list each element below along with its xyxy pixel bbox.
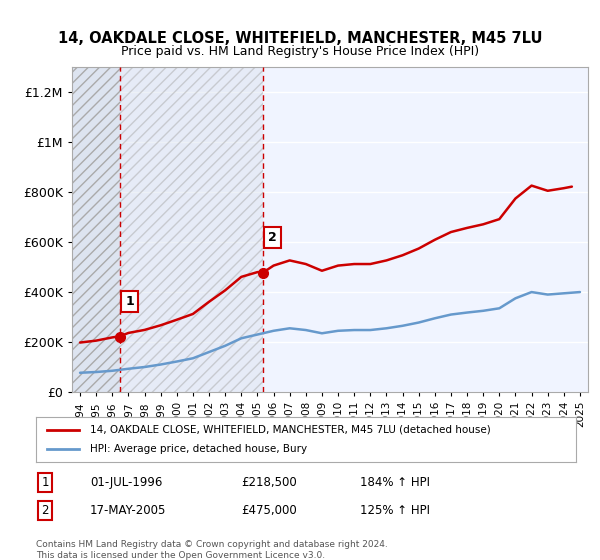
Text: £218,500: £218,500 [241, 476, 297, 489]
Text: 14, OAKDALE CLOSE, WHITEFIELD, MANCHESTER, M45 7LU (detached house): 14, OAKDALE CLOSE, WHITEFIELD, MANCHESTE… [90, 424, 491, 435]
Text: 01-JUL-1996: 01-JUL-1996 [90, 476, 163, 489]
Text: £475,000: £475,000 [241, 504, 297, 517]
Text: 125% ↑ HPI: 125% ↑ HPI [360, 504, 430, 517]
Text: 1: 1 [41, 476, 49, 489]
Text: 2: 2 [41, 504, 49, 517]
Bar [121, 67, 263, 392]
Text: Contains HM Land Registry data © Crown copyright and database right 2024.
This d: Contains HM Land Registry data © Crown c… [36, 540, 388, 560]
Text: Price paid vs. HM Land Registry's House Price Index (HPI): Price paid vs. HM Land Registry's House … [121, 45, 479, 58]
Text: 14, OAKDALE CLOSE, WHITEFIELD, MANCHESTER, M45 7LU: 14, OAKDALE CLOSE, WHITEFIELD, MANCHESTE… [58, 31, 542, 46]
Text: 184% ↑ HPI: 184% ↑ HPI [360, 476, 430, 489]
Text: 17-MAY-2005: 17-MAY-2005 [90, 504, 166, 517]
Text: 2: 2 [268, 231, 277, 244]
Bar [72, 67, 121, 392]
Text: HPI: Average price, detached house, Bury: HPI: Average price, detached house, Bury [90, 445, 307, 455]
Text: 1: 1 [125, 295, 134, 308]
